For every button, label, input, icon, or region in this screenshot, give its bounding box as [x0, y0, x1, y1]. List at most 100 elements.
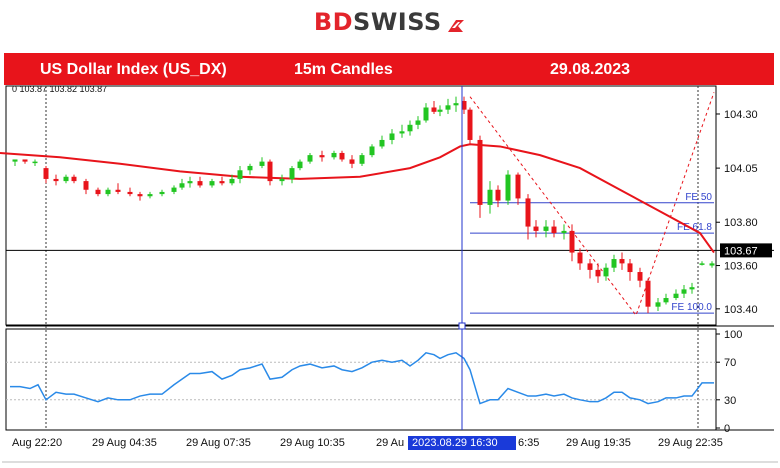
candle-bull: [63, 176, 69, 182]
candle-bull: [247, 165, 253, 171]
candle-bull: [611, 259, 617, 268]
candle-bull: [673, 293, 679, 299]
oscillator-line: [10, 351, 714, 405]
x-tick-label: 29 Aug 22:35: [658, 437, 723, 449]
candle-bear: [349, 159, 355, 164]
candle-bear: [619, 259, 625, 264]
osc-y-tick-label: 100: [724, 329, 742, 341]
candle-bear: [495, 189, 501, 201]
candle-bull: [709, 263, 715, 266]
logo-swiss-text: SWISS: [353, 8, 442, 36]
flag-arrow-icon: [448, 19, 465, 32]
date-label: 29.08.2023: [550, 61, 631, 78]
main-panel-frame: [5, 85, 717, 326]
candle-bull: [279, 178, 285, 182]
candle-bull: [379, 139, 385, 147]
candle-bear: [22, 159, 28, 162]
candle-bear: [83, 181, 89, 190]
candle-bull: [307, 155, 313, 162]
candle-bull: [689, 287, 695, 290]
candle-bear: [515, 174, 521, 199]
candle-bear: [115, 189, 121, 192]
x-tick-label: 29 Aug 04:35: [92, 437, 157, 449]
candle-bear: [627, 263, 633, 273]
logo-bd-text: BD: [313, 8, 354, 36]
candle-bull: [209, 181, 215, 186]
candle-bear: [267, 161, 273, 182]
timeframe-label: 15m Candles: [294, 61, 393, 78]
brand-logo: BDSWISS: [0, 8, 780, 42]
candle-bull: [12, 159, 18, 162]
osc-y-tick-label: 30: [724, 395, 736, 407]
y-axis: 104.30 104.05 103.80 103.60 103.40 103.67 100 7…: [716, 109, 772, 435]
candle-bull: [603, 267, 609, 277]
candle-bull: [415, 120, 421, 125]
fib-label: FE 100.0: [671, 302, 712, 313]
candle-bear: [319, 155, 325, 158]
fib-label: FE 50: [685, 192, 712, 203]
candle-bull: [437, 109, 443, 112]
candle-bear: [461, 100, 467, 110]
candle-bear: [569, 230, 575, 253]
candle-bull: [171, 187, 177, 192]
candle-bear: [71, 176, 77, 182]
x-tick-label: 6:35: [518, 437, 539, 449]
candle-bull: [543, 226, 549, 231]
x-tick-label: 29 Aug 19:35: [566, 437, 631, 449]
candle-bear: [645, 280, 651, 307]
main-layer: FE 50 FE 61.8 FE 100.0: [0, 92, 774, 317]
candle-bull: [453, 103, 459, 106]
x-tick-label: Aug 22:20: [12, 437, 62, 449]
candle-bear: [595, 269, 601, 277]
candle-bull: [179, 183, 185, 188]
candle-bear: [533, 226, 539, 231]
x-axis: Aug 22:20 29 Aug 04:35 29 Aug 07:35 29 A…: [12, 436, 723, 450]
candle-bear: [431, 107, 437, 112]
candle-bull: [445, 105, 451, 110]
osc-y-tick-label: 0: [724, 423, 730, 435]
cursor-time-badge: [408, 436, 516, 450]
candle-bear: [137, 194, 143, 197]
candle-bear: [551, 226, 557, 234]
candle-bull: [407, 124, 413, 132]
candle-bull: [32, 161, 38, 164]
candle-bull: [289, 168, 295, 179]
candle-bull: [237, 170, 243, 179]
y-tick-label: 103.80: [724, 217, 758, 229]
candle-bull: [159, 191, 165, 195]
projection-line: [469, 92, 715, 317]
candle-bear: [637, 272, 643, 281]
x-tick-label: 29 Aug 10:35: [280, 437, 345, 449]
candle-bull: [187, 181, 193, 184]
candle-bull: [681, 289, 687, 294]
candle-bull: [331, 152, 337, 158]
candle-bear: [477, 139, 483, 205]
candle-bear: [219, 181, 225, 184]
candle-bull: [229, 178, 235, 184]
ohlc-readout: 0 103.87 103.82 103.87: [12, 84, 107, 94]
candle-bull: [699, 263, 705, 265]
current-price-badge: [720, 243, 772, 258]
candle-bear: [127, 191, 133, 195]
candle-bear: [197, 181, 203, 186]
candle-bull: [147, 194, 153, 197]
candle-bull: [369, 146, 375, 156]
candle-bear: [467, 109, 473, 140]
moving-average-line: [0, 143, 715, 254]
osc-y-tick-label: 70: [724, 357, 736, 369]
candle-bull: [259, 161, 265, 166]
candle-bear: [339, 152, 345, 160]
candle-bull: [105, 189, 111, 195]
current-price-label: 103.67: [724, 245, 758, 257]
candle-bear: [43, 168, 49, 179]
y-tick-label: 103.60: [724, 261, 758, 273]
candle-bear: [53, 178, 59, 182]
candle-bull: [505, 174, 511, 201]
candle-bull: [663, 298, 669, 303]
candle-bull: [389, 133, 395, 140]
candle-bull: [297, 161, 303, 169]
candle-bull: [487, 189, 493, 205]
fib-label: FE 61.8: [677, 222, 712, 233]
candle-bull: [359, 155, 365, 164]
